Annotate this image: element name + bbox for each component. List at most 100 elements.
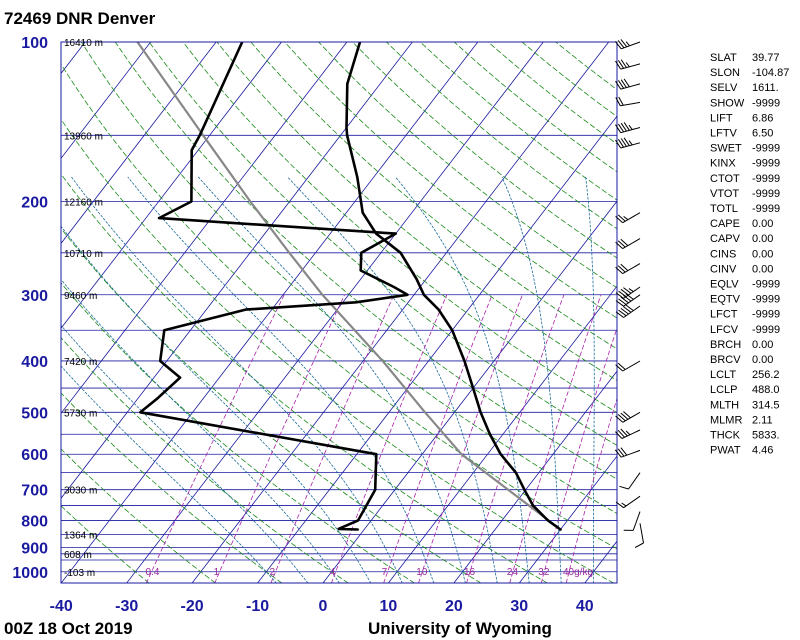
- wind-barb: [615, 360, 641, 372]
- chart-labels: 0.4 1 2 4 7 10 16 24 32 40g/kg1002003004005006007…: [12, 35, 593, 615]
- wind-barb-flag: [614, 449, 622, 458]
- wind-barb-staff: [639, 523, 644, 544]
- pressure-tick-label: 600: [21, 447, 48, 464]
- isotherm-line: [61, 42, 217, 245]
- dry-adiabat-line: [61, 173, 548, 583]
- index-value: -9999: [752, 158, 780, 170]
- wind-barb: [614, 447, 641, 458]
- index-name: EQLV: [710, 279, 739, 291]
- mixing-ratio-label: 40g/kg: [563, 567, 593, 578]
- wind-barb: [615, 428, 641, 439]
- index-value: 1611.: [752, 82, 779, 94]
- moist-adiabat-line: [61, 365, 277, 583]
- mixing-ratio-label: 2: [270, 567, 276, 578]
- index-name: KINX: [710, 158, 736, 170]
- wind-barb: [614, 39, 641, 50]
- index-name: SLON: [710, 67, 740, 79]
- mixing-ratio-line: [145, 294, 285, 583]
- mixing-ratio-label: 7: [382, 567, 388, 578]
- index-name: LCLT: [710, 369, 736, 381]
- wind-barb-half-flag: [628, 140, 633, 146]
- index-value: 314.5: [752, 399, 780, 411]
- wind-barb: [615, 495, 641, 509]
- dry-adiabat-line: [318, 42, 617, 289]
- index-value: 6.86: [752, 112, 773, 124]
- index-name: MLMR: [710, 414, 742, 426]
- dewpoint-profile-line: [139, 42, 409, 531]
- index-value: -9999: [752, 97, 780, 109]
- index-name: CTOT: [710, 173, 740, 185]
- wind-barb-flag: [634, 542, 644, 548]
- pressure-tick-label: 400: [21, 354, 48, 371]
- index-name: SELV: [710, 82, 738, 94]
- isotherm-line: [257, 115, 617, 583]
- index-name: BRCV: [710, 354, 741, 366]
- dry-adiabat-line: [114, 42, 617, 480]
- wind-barb-staff: [623, 294, 641, 307]
- wind-barb-flag: [623, 137, 630, 146]
- height-label: 13960 m: [64, 131, 103, 142]
- index-name: SWET: [710, 143, 742, 155]
- moist-adiabat-line: [501, 176, 562, 583]
- index-name: LIFT: [710, 112, 733, 124]
- wind-barb: [615, 96, 641, 107]
- index-value: -9999: [752, 173, 780, 185]
- index-name: MLTH: [710, 399, 739, 411]
- pressure-tick-label: 1000: [12, 565, 48, 582]
- moist-adiabat-line: [287, 176, 498, 583]
- index-value: -9999: [752, 324, 780, 336]
- index-name: CAPE: [710, 218, 740, 230]
- wind-barb-staff: [628, 472, 641, 490]
- wind-barb-half-flag: [625, 62, 630, 68]
- wind-barb-staff: [621, 449, 641, 458]
- pressure-tick-label: 100: [21, 35, 48, 52]
- wind-barb-flag: [620, 238, 629, 246]
- wind-barb-flag: [615, 97, 621, 107]
- wind-barb-flag: [620, 79, 627, 88]
- isotherm-line: [453, 370, 617, 583]
- pressure-tick-label: 500: [21, 405, 48, 422]
- wind-barb-flag: [615, 311, 624, 318]
- wind-barb-staff: [620, 63, 641, 70]
- mixing-ratio-line: [565, 397, 617, 583]
- wind-barb-half-flag: [625, 430, 631, 436]
- wind-barb-flag: [617, 123, 625, 133]
- mixing-ratio-line: [418, 294, 523, 583]
- temperature-tick-label: -10: [246, 598, 269, 615]
- index-value: -9999: [752, 279, 780, 291]
- wind-barb-staff: [622, 360, 641, 372]
- wind-barb-flag: [618, 298, 627, 305]
- wind-barb-flag: [623, 411, 631, 419]
- wind-barb-flag: [617, 80, 625, 89]
- mixing-ratio-label: 1: [214, 567, 220, 578]
- temperature-tick-label: 10: [380, 598, 398, 615]
- index-value: 0.00: [752, 354, 773, 366]
- wind-barb: [623, 511, 641, 531]
- wind-barb-flag: [615, 364, 624, 372]
- temperature-tick-label: 20: [445, 598, 463, 615]
- mixing-ratio-label: 24: [507, 567, 519, 578]
- wind-barb-flag: [620, 39, 628, 48]
- height-label: 3030 m: [64, 486, 97, 497]
- wind-barb-half-flag: [628, 124, 633, 130]
- index-name: EQTV: [710, 294, 741, 306]
- dry-adiabat-line: [61, 118, 614, 583]
- wind-barb-flag: [615, 80, 622, 90]
- moist-adiabat-line: [395, 176, 530, 583]
- wind-barb-flag: [617, 214, 626, 222]
- wind-barb-flag: [620, 59, 627, 68]
- index-value: -9999: [752, 203, 780, 215]
- index-value: 0.00: [752, 263, 773, 275]
- pressure-tick-label: 900: [21, 541, 48, 558]
- wind-barb: [615, 59, 641, 70]
- chart-profiles: [136, 42, 562, 531]
- height-label: 5730 m: [64, 408, 97, 419]
- wind-barb-half-flag: [621, 502, 627, 507]
- wind-barb-staff: [623, 305, 641, 318]
- wind-barb-flag: [615, 431, 623, 439]
- dry-adiabat-line: [61, 505, 150, 583]
- index-value: 0.00: [752, 248, 773, 260]
- index-name: VTOT: [710, 188, 739, 200]
- wind-barb: [615, 304, 641, 318]
- height-label: 12160 m: [64, 198, 103, 209]
